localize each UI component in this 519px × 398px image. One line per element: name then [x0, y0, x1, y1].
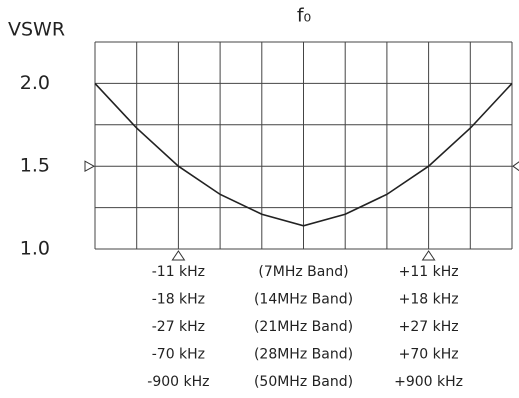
y-tick-label: 1.0 — [20, 238, 50, 260]
vswr-marker — [84, 160, 96, 173]
bandwidth-marker — [171, 250, 186, 261]
band-annotation: +70 kHz — [399, 347, 459, 363]
band-annotation: -70 kHz — [152, 347, 205, 363]
band-annotation: +27 kHz — [399, 319, 459, 335]
band-annotation: (28MHz Band) — [254, 347, 353, 363]
vswr-marker — [512, 161, 519, 172]
chart-title: f₀ — [297, 5, 311, 27]
band-annotation: +900 kHz — [394, 374, 463, 390]
band-annotation: +11 kHz — [399, 264, 459, 280]
vswr-curve — [94, 82, 513, 227]
band-annotation: -27 kHz — [152, 319, 205, 335]
band-annotation: -900 kHz — [147, 374, 209, 390]
band-annotation: -18 kHz — [152, 292, 205, 308]
band-annotation: -11 kHz — [152, 264, 205, 280]
bandwidth-marker — [421, 250, 436, 261]
band-annotation: (50MHz Band) — [254, 374, 353, 390]
y-tick-label: 2.0 — [20, 72, 50, 94]
band-annotation: (21MHz Band) — [254, 319, 353, 335]
band-annotation: (14MHz Band) — [254, 292, 353, 308]
band-annotation: (7MHz Band) — [258, 264, 348, 280]
y-tick-label: 1.5 — [20, 155, 50, 177]
band-annotation: +18 kHz — [399, 292, 459, 308]
y-axis-label: VSWR — [8, 19, 65, 41]
